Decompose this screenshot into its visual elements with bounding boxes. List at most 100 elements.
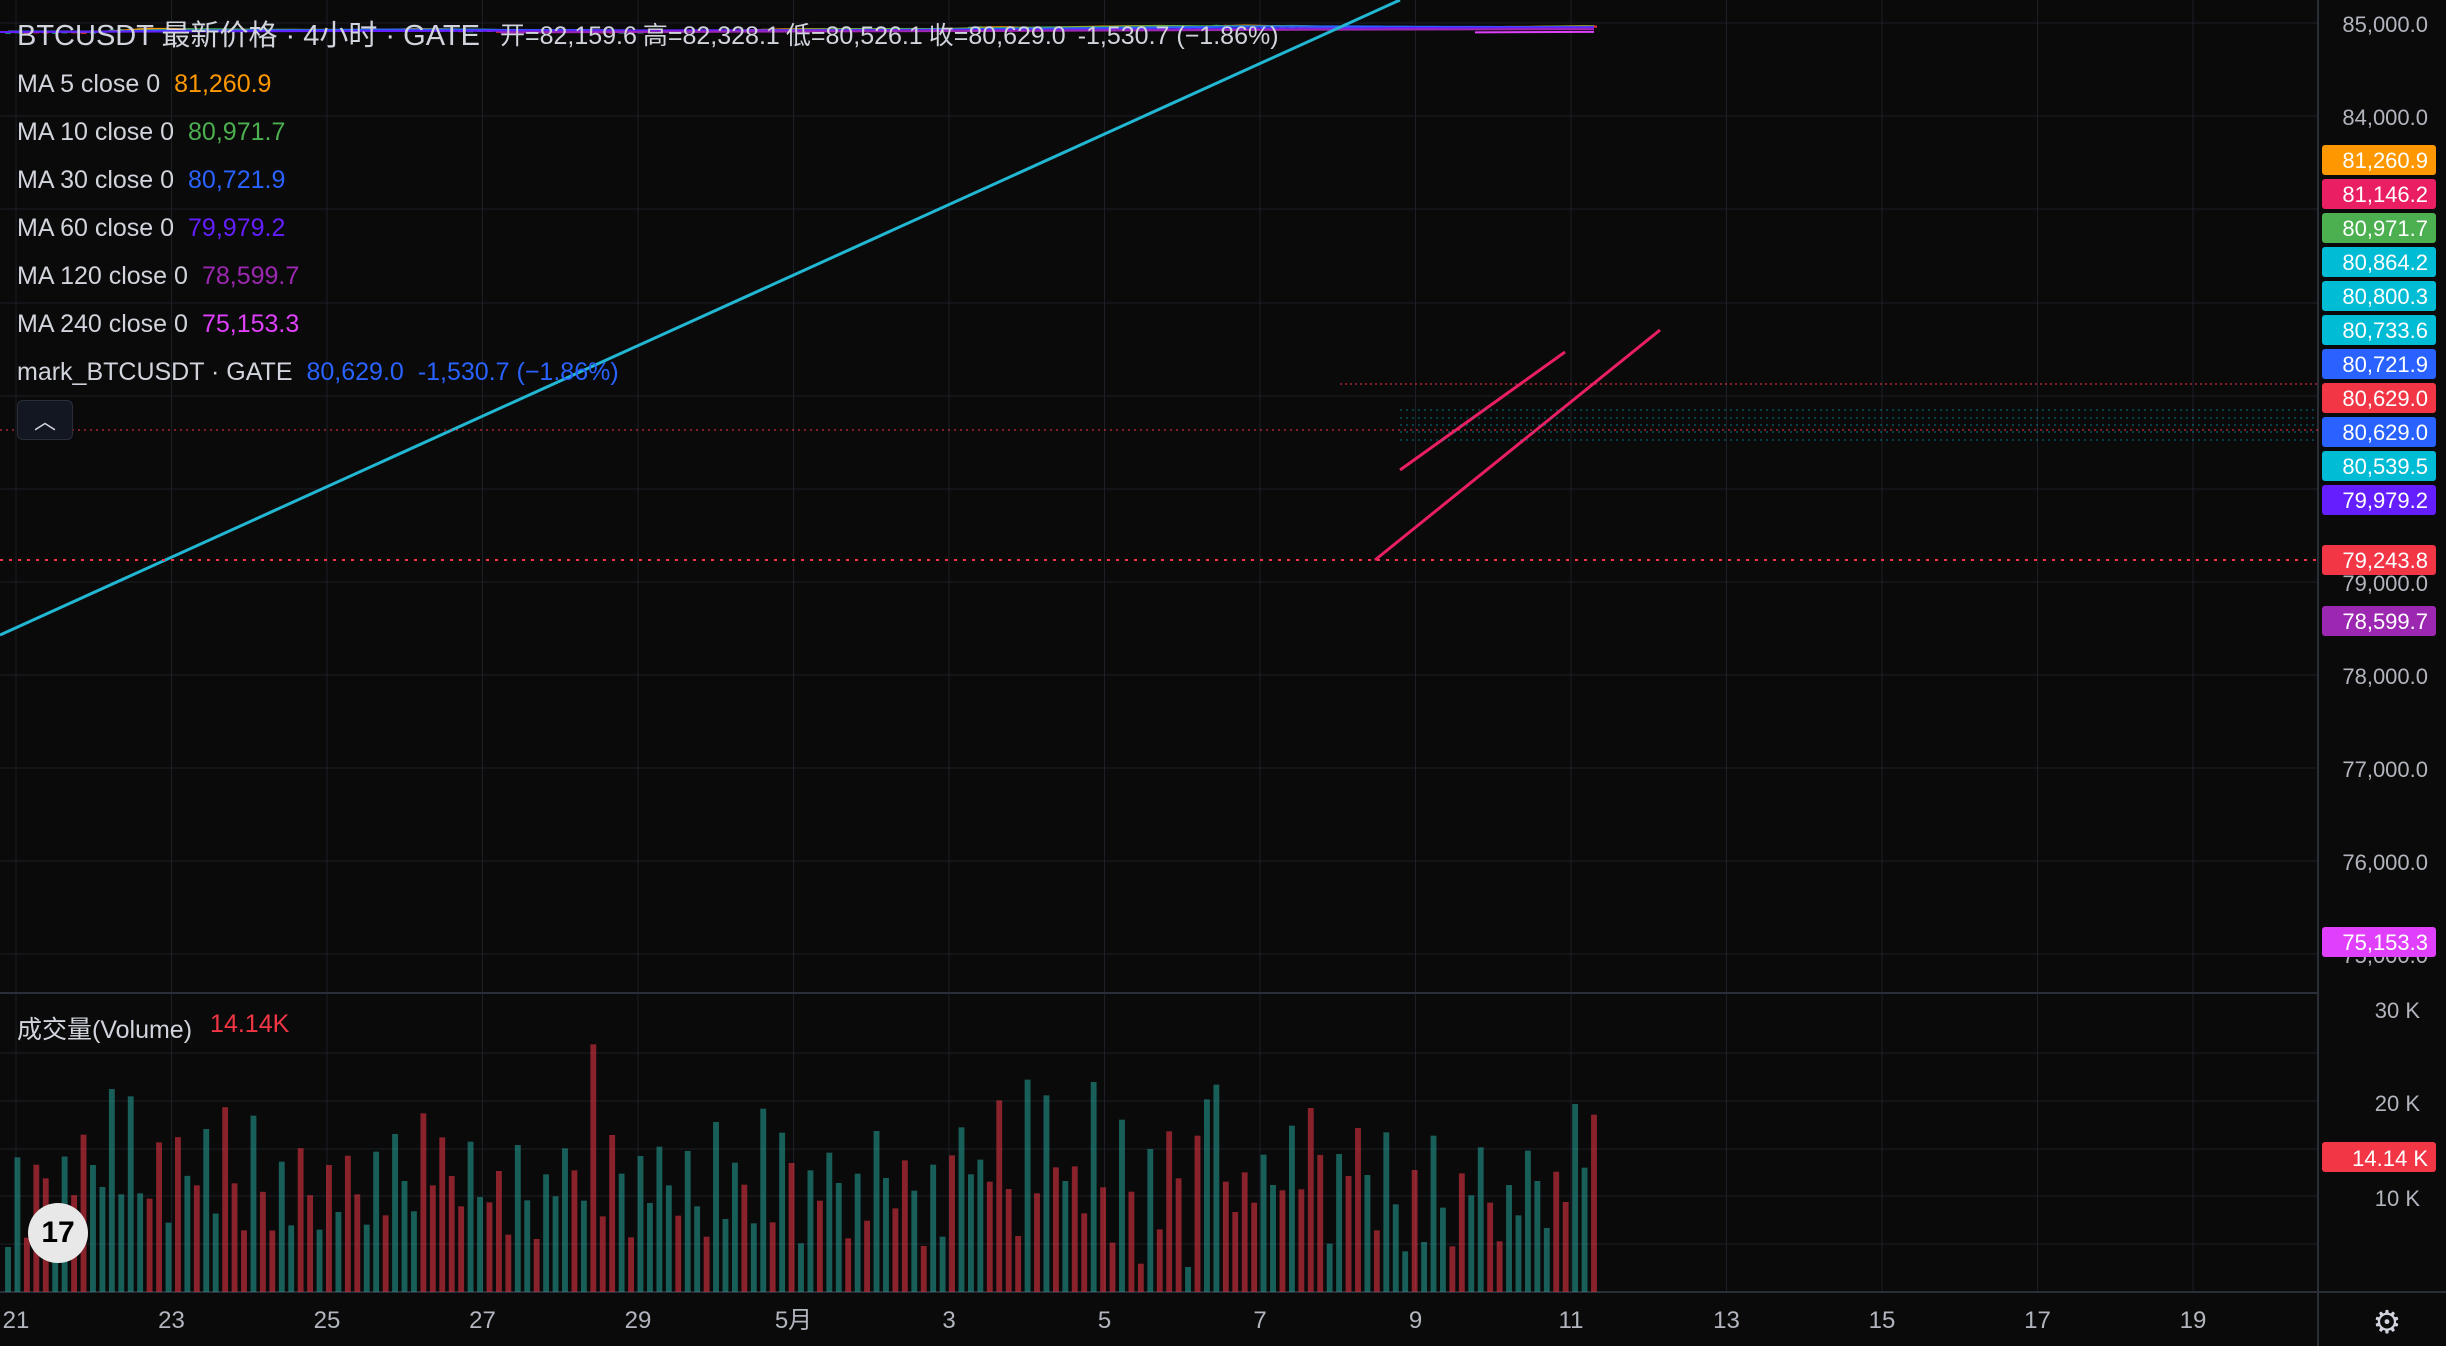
volume-bar	[1345, 1176, 1352, 1292]
indicator-row[interactable]: MA 120 close 0 78,599.7	[17, 252, 1279, 300]
volume-bar	[448, 1176, 455, 1292]
price-tick-label: 77,000.0	[2342, 757, 2428, 782]
indicator-row[interactable]: MA 30 close 0 80,721.9	[17, 156, 1279, 204]
volume-bar	[731, 1162, 738, 1292]
volume-bar	[288, 1225, 295, 1292]
price-badge	[2322, 247, 2436, 277]
indicator-label: MA 5 close 0	[17, 70, 161, 98]
price-badge-label: 75,153.3	[2342, 930, 2428, 955]
volume-tick-label: 10 K	[2375, 1186, 2421, 1211]
volume-bar	[429, 1185, 436, 1292]
volume-bar	[1440, 1207, 1446, 1292]
volume-bar	[354, 1194, 361, 1292]
volume-bar	[713, 1122, 719, 1292]
price-badge-label: 80,629.0	[2342, 420, 2428, 445]
time-axis-label: 25	[314, 1307, 341, 1334]
price-badge	[2322, 179, 2436, 209]
volume-bar	[788, 1163, 795, 1292]
indicator-row[interactable]: MA 60 close 0 79,979.2	[17, 204, 1279, 252]
volume-bar	[609, 1135, 616, 1292]
price-tick-label: 78,000.0	[2342, 664, 2428, 689]
volume-bar	[316, 1229, 323, 1292]
volume-bar	[1128, 1191, 1135, 1292]
volume-bar	[165, 1222, 172, 1292]
volume-bar	[1213, 1084, 1220, 1292]
volume-bar	[1317, 1155, 1324, 1292]
volume-bar	[137, 1193, 144, 1292]
volume-bar	[1204, 1099, 1210, 1292]
volume-bar	[392, 1134, 398, 1292]
price-tick-label: 85,000.0	[2342, 12, 2428, 37]
volume-bar	[1364, 1175, 1371, 1292]
price-badge-label: 80,800.3	[2342, 284, 2428, 309]
time-axis-label: 11	[1559, 1307, 1584, 1334]
volume-bar	[505, 1234, 512, 1292]
indicator-value: 80,971.7	[188, 118, 286, 146]
price-badge-label: 79,243.8	[2342, 548, 2428, 573]
volume-bar	[656, 1146, 663, 1292]
volume-bar	[977, 1159, 984, 1292]
symbol-title[interactable]: BTCUSDT 最新价格 · 4小时 · GATE	[17, 20, 480, 52]
mark-price-row[interactable]: mark_BTCUSDT · GATE 80,629.0 -1,530.7 (−…	[17, 348, 1279, 396]
volume-bar	[533, 1239, 540, 1292]
time-axis-label: 3	[942, 1307, 955, 1334]
volume-legend[interactable]: 成交量(Volume) 14.14K	[17, 1010, 289, 1046]
price-badge	[2322, 145, 2436, 175]
gear-icon[interactable]: ⚙	[2372, 1304, 2402, 1340]
time-axis-label: 27	[469, 1307, 496, 1334]
volume-bar	[750, 1223, 757, 1292]
tradingview-logo[interactable]: 17	[28, 1203, 88, 1263]
open-label: 开=	[499, 22, 540, 50]
volume-bar	[826, 1152, 833, 1292]
open-value: 82,159.6	[539, 22, 637, 50]
volume-bar	[930, 1164, 937, 1292]
indicator-row[interactable]: MA 240 close 0 75,153.3	[17, 300, 1279, 348]
volume-bar	[108, 1089, 115, 1292]
time-axis-label: 7	[1253, 1307, 1266, 1334]
price-badge-label: 81,146.2	[2342, 182, 2428, 207]
volume-bar	[920, 1246, 927, 1292]
logo-text: 17	[41, 1216, 75, 1249]
volume-bar	[5, 1247, 11, 1292]
volume-bar	[1119, 1119, 1125, 1292]
volume-label: 成交量(Volume)	[17, 1016, 193, 1044]
volume-bar	[411, 1211, 417, 1292]
volume-bar	[1336, 1154, 1343, 1292]
volume-bar	[1524, 1150, 1531, 1292]
volume-bar	[892, 1208, 899, 1292]
price-badge	[2322, 281, 2436, 311]
price-badge	[2322, 383, 2436, 413]
volume-bar	[760, 1108, 767, 1292]
volume-bar	[637, 1156, 644, 1292]
indicator-label: MA 240 close 0	[17, 310, 188, 338]
price-badge	[2322, 606, 2436, 636]
volume-bar	[420, 1113, 427, 1292]
volume-bar	[628, 1237, 634, 1292]
volume-bar	[344, 1155, 351, 1292]
collapse-legend-button[interactable]: ︿	[17, 400, 73, 440]
volume-bar	[1411, 1170, 1418, 1292]
price-badge-label: 79,979.2	[2342, 488, 2428, 513]
symbol-header: BTCUSDT 最新价格 · 4小时 · GATE 开= 82,159.6 高= 8…	[17, 12, 1279, 60]
indicator-value: 81,260.9	[174, 70, 272, 98]
volume-bar	[156, 1142, 162, 1292]
volume-bar	[1534, 1181, 1541, 1292]
time-axis-label: 13	[1713, 1307, 1740, 1334]
indicator-row[interactable]: MA 10 close 0 80,971.7	[17, 108, 1279, 156]
price-badge	[2322, 315, 2436, 345]
price-badge-label: 80,733.6	[2342, 318, 2428, 343]
volume-bar	[52, 1250, 59, 1292]
volume-bar	[1326, 1243, 1333, 1292]
volume-tick-label: 30 K	[2375, 998, 2421, 1023]
indicator-row[interactable]: MA 5 close 0 81,260.9	[17, 60, 1279, 108]
volume-bar	[1572, 1104, 1579, 1292]
volume-bar	[1581, 1167, 1588, 1292]
volume-bar	[1591, 1114, 1597, 1292]
mark-change: -1,530.7 (−1.86%)	[417, 358, 619, 386]
trendline	[0, 0, 1401, 637]
volume-bar	[911, 1190, 918, 1292]
volume-bar	[259, 1191, 266, 1292]
time-axis-label: 21	[3, 1307, 30, 1334]
volume-badge-label: 14.14 K	[2352, 1146, 2428, 1171]
